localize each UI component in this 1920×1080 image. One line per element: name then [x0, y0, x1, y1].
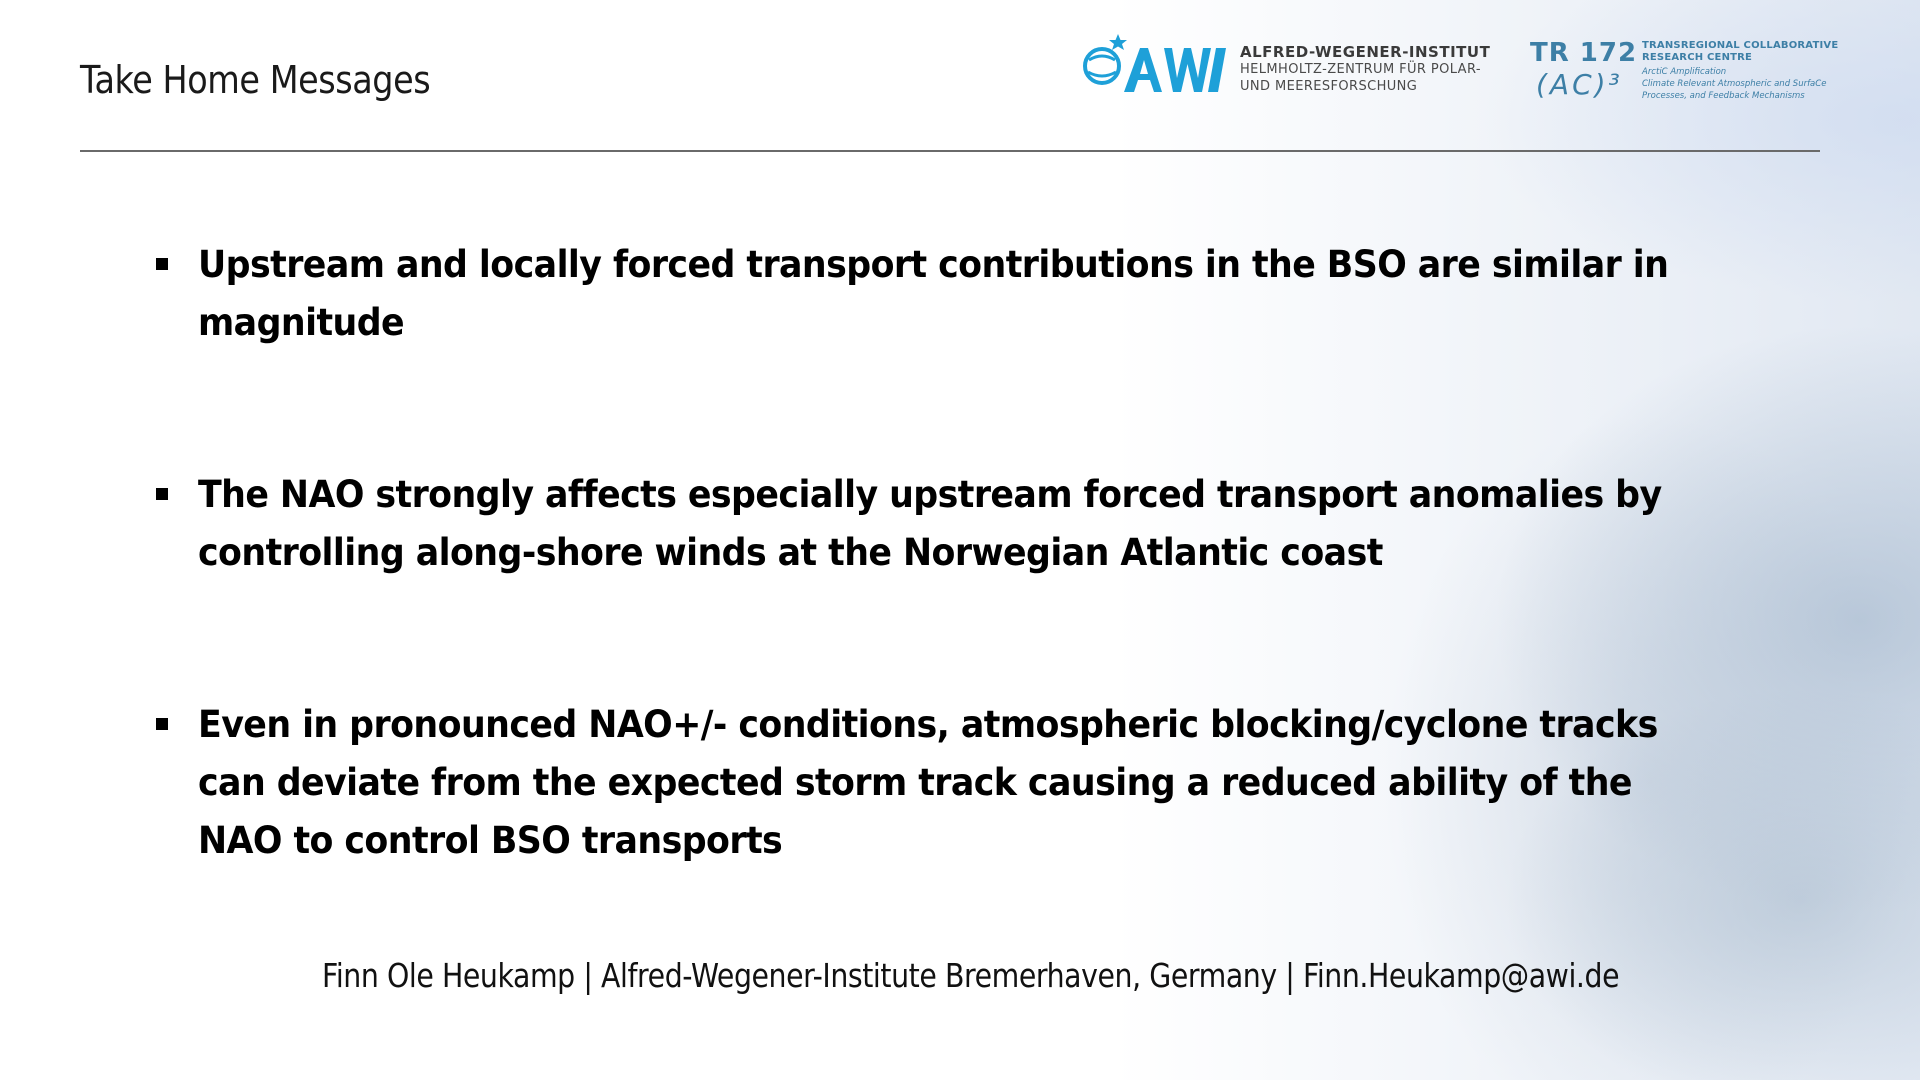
bullet-text: Even in pronounced NAO+/- conditions, at… — [198, 703, 1658, 862]
slide-title: Take Home Messages — [80, 58, 431, 102]
tr172-text: TRANSREGIONAL COLLABORATIVE RESEARCH CEN… — [1642, 40, 1842, 102]
awi-logo-mark — [1083, 34, 1226, 92]
footer-credits: Finn Ole Heukamp | Alfred-Wegener-Instit… — [322, 956, 1620, 995]
bullet-item: The NAO strongly affects especially upst… — [156, 466, 1716, 582]
bullet-square-icon — [156, 488, 168, 500]
awi-line-1: ALFRED-WEGENER-INSTITUT — [1240, 43, 1491, 61]
bullet-square-icon — [156, 258, 168, 270]
tr172-sub-2: Climate Relevant Atmospheric and SurfaCe — [1642, 79, 1827, 89]
tr172-heading-1: TRANSREGIONAL COLLABORATIVE — [1642, 40, 1839, 51]
tr172-number: TR 172 — [1530, 38, 1638, 68]
awi-line-3: UND MEERESFORSCHUNG — [1240, 79, 1418, 94]
bullet-text: The NAO strongly affects especially upst… — [198, 473, 1662, 574]
awi-logo: ALFRED-WEGENER-INSTITUT HELMHOLTZ-ZENTRU… — [1076, 28, 1496, 108]
tr172-sub-3: Processes, and Feedback Mechanisms — [1642, 91, 1805, 101]
bullet-list: Upstream and locally forced transport co… — [156, 236, 1716, 870]
bullet-text: Upstream and locally forced transport co… — [198, 243, 1669, 344]
bullet-item: Even in pronounced NAO+/- conditions, at… — [156, 696, 1716, 870]
awi-line-2: HELMHOLTZ-ZENTRUM FÜR POLAR- — [1240, 62, 1481, 77]
bullet-square-icon — [156, 718, 168, 730]
awi-logo-text: ALFRED-WEGENER-INSTITUT HELMHOLTZ-ZENTRU… — [1240, 44, 1500, 95]
title-divider — [80, 150, 1820, 152]
bullet-item: Upstream and locally forced transport co… — [156, 236, 1716, 352]
tr172-sub-1: ArctiC Amplification — [1642, 67, 1727, 77]
tr172-logo: TR 172 (AC)³ TRANSREGIONAL COLLABORATIVE… — [1530, 38, 1838, 118]
tr172-heading-2: RESEARCH CENTRE — [1642, 52, 1753, 63]
tr172-ac-mark: (AC)³ — [1536, 68, 1623, 101]
